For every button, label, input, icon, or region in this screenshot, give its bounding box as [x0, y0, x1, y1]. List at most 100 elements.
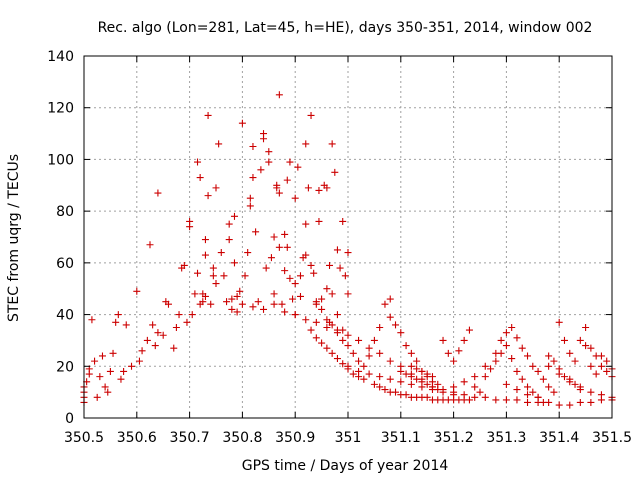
data-point [109, 349, 117, 357]
axis-ticks: 350.5 350.6 350.7 350.8 350.9 351 351.1 351.2 35… [47, 49, 632, 446]
data-point [244, 249, 252, 257]
data-point [101, 383, 109, 391]
data-point [146, 241, 154, 249]
data-point [230, 259, 238, 267]
data-point [220, 272, 228, 280]
data-point [164, 300, 172, 308]
data-point [407, 349, 415, 357]
data-point [260, 130, 268, 138]
data-point [238, 300, 246, 308]
data-point [275, 91, 283, 99]
data-point [524, 398, 532, 406]
data-point [241, 272, 249, 280]
data-point [365, 344, 373, 352]
data-point [450, 383, 458, 391]
data-point [508, 355, 516, 363]
data-point [275, 189, 283, 197]
data-point [228, 295, 236, 303]
data-point [545, 383, 553, 391]
data-point [201, 236, 209, 244]
data-point [360, 362, 368, 370]
data-point [360, 375, 368, 383]
data-point [265, 158, 273, 166]
data-point [587, 362, 595, 370]
data-point [386, 295, 394, 303]
data-point [492, 357, 500, 365]
data-point [349, 370, 357, 378]
grid-lines [84, 56, 612, 418]
y-tick-label: 80 [56, 204, 74, 220]
data-point [392, 321, 400, 329]
data-point [149, 321, 157, 329]
y-tick-label: 40 [56, 308, 74, 324]
data-point [323, 285, 331, 293]
data-point [114, 311, 122, 319]
data-point [344, 365, 352, 373]
data-point [513, 386, 521, 394]
data-point [492, 349, 500, 357]
data-point [487, 365, 495, 373]
data-point [302, 220, 310, 228]
data-point [392, 388, 400, 396]
x-tick-label: 351.4 [539, 430, 579, 446]
y-tick-label: 0 [65, 411, 74, 427]
data-point [603, 357, 611, 365]
data-point [381, 386, 389, 394]
data-point [576, 386, 584, 394]
data-point [386, 357, 394, 365]
data-point [209, 272, 217, 280]
data-point [481, 373, 489, 381]
data-point [492, 396, 500, 404]
data-point [386, 375, 394, 383]
data-point [518, 375, 526, 383]
data-point [439, 336, 447, 344]
data-point [460, 378, 468, 386]
data-point [460, 336, 468, 344]
data-point [407, 362, 415, 370]
data-point [524, 391, 532, 399]
data-point [249, 174, 257, 182]
data-point [215, 140, 223, 148]
data-point [204, 111, 212, 119]
data-point [281, 267, 289, 275]
data-point [212, 184, 220, 192]
data-point [597, 352, 605, 360]
data-point [534, 393, 542, 401]
y-tick-label: 100 [47, 152, 74, 168]
data-point [376, 324, 384, 331]
data-point [186, 223, 194, 231]
data-point [98, 352, 106, 360]
data-point [465, 396, 473, 404]
data-point [381, 300, 389, 308]
data-point [402, 370, 410, 378]
data-point [328, 349, 336, 357]
data-point [397, 367, 405, 375]
data-point [310, 269, 318, 277]
data-point [296, 272, 304, 280]
data-point [508, 324, 516, 331]
data-point [135, 357, 143, 365]
data-point [175, 311, 183, 319]
chart-title: Rec. algo (Lon=281, Lat=45, h=HE), days … [98, 20, 593, 36]
data-point [529, 388, 537, 396]
data-point [560, 373, 568, 381]
data-point [502, 329, 510, 337]
data-point [315, 186, 323, 194]
data-point [339, 360, 347, 368]
data-point [283, 243, 291, 251]
data-point [545, 398, 553, 406]
data-point [376, 383, 384, 391]
data-point [336, 264, 344, 272]
data-point [407, 373, 415, 381]
data-point [154, 329, 162, 337]
x-axis-label: GPS time / Days of year 2014 [242, 458, 449, 474]
data-point [315, 217, 323, 225]
data-point [386, 313, 394, 321]
data-point [318, 339, 326, 347]
data-point [151, 342, 159, 350]
data-point [172, 324, 180, 331]
data-point [349, 349, 357, 357]
data-point [476, 388, 484, 396]
data-point [138, 347, 146, 355]
